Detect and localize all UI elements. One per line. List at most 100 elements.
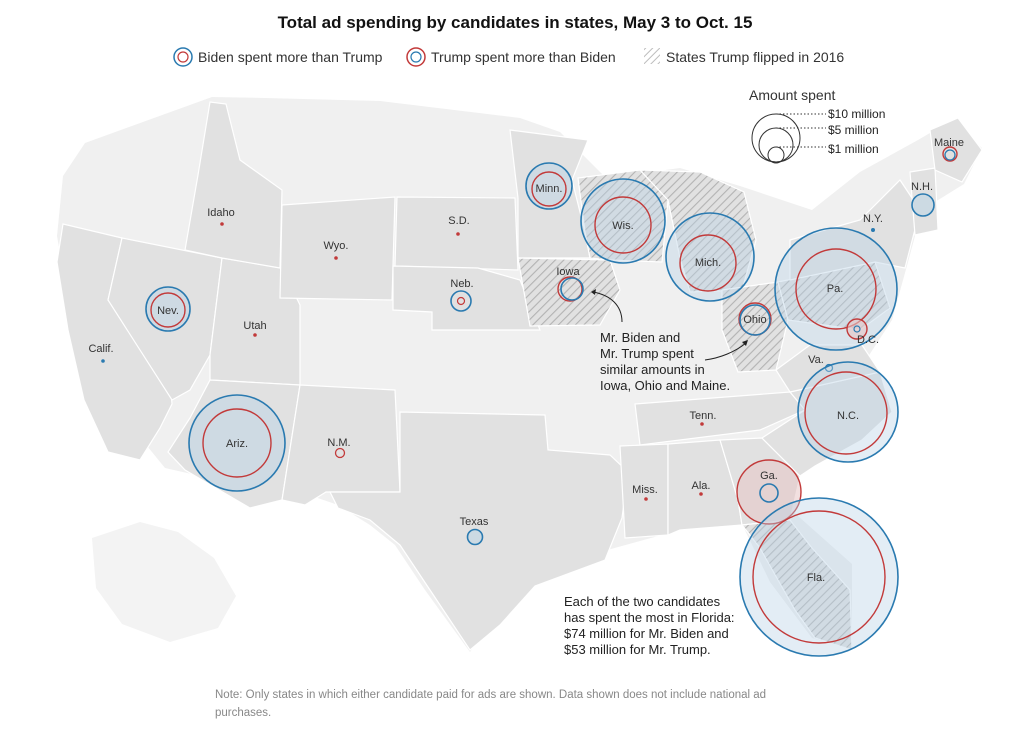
label-ala: Ala. <box>692 480 711 492</box>
legend-trump: Trump spent more than Biden <box>406 47 616 67</box>
annotation-florida-line-4: $53 million for Mr. Trump. <box>564 642 711 657</box>
size-legend: Amount spent $10 million $5 million $1 m… <box>749 87 885 164</box>
label-tenn: Tenn. <box>690 410 717 422</box>
label-ohio: Ohio <box>743 314 766 326</box>
bubble-nev-biden <box>145 286 191 332</box>
alaska-shape <box>92 522 236 642</box>
bubble-nev-trump <box>150 292 186 328</box>
footnote: Note: Only states in which either candid… <box>215 689 766 719</box>
bubble-maine-trump <box>942 146 958 162</box>
state-idaho <box>184 101 283 269</box>
bubble-mich-trump <box>679 234 737 292</box>
size-10m-label: $10 million <box>828 107 885 121</box>
label-pa: Pa. <box>827 283 844 295</box>
bubble-fla-biden <box>739 497 899 657</box>
label-sd: S.D. <box>448 215 469 227</box>
bubble-nc-trump <box>804 371 888 455</box>
bubble-fla-trump <box>752 510 886 644</box>
bubble-texas-biden <box>466 528 484 546</box>
spending-bubbles <box>101 146 958 657</box>
state-labels: Calif. Nev. Utah Ariz. Idaho Wyo. N.M. S… <box>88 137 964 584</box>
state-neb <box>392 265 541 331</box>
legend-trump-inner-icon <box>410 51 422 63</box>
state-nm <box>281 384 401 506</box>
bubble-neb-biden <box>450 290 472 312</box>
label-ny: N.Y. <box>863 213 883 225</box>
annotation-similar-leader-iowa <box>592 291 623 323</box>
footnote-line-2: purchases. <box>215 707 271 719</box>
legend-flipped: States Trump flipped in 2016 <box>644 48 844 65</box>
bubble-minn-trump <box>531 171 567 207</box>
state-iowa <box>517 257 621 327</box>
bubble-wis-biden <box>580 178 666 264</box>
legend-hatch-swatch <box>644 48 660 64</box>
bubble-pa-biden <box>774 227 898 351</box>
dot-tenn <box>700 422 704 426</box>
size-10m-circle <box>751 113 801 163</box>
bubble-ohio-biden <box>739 304 771 336</box>
size-5m-circle <box>758 127 794 163</box>
state-tenn <box>634 391 806 446</box>
footnote-line-1: Note: Only states in which either candid… <box>215 689 766 701</box>
legend-trump-label: Trump spent more than Biden <box>431 49 616 65</box>
annotation-similar-line-4: Iowa, Ohio and Maine. <box>600 378 730 393</box>
dot-ala <box>699 492 703 496</box>
annotation-similar-line-1: Mr. Biden and <box>600 330 680 345</box>
label-maine: Maine <box>934 137 964 149</box>
label-nc: N.C. <box>837 410 859 422</box>
label-iowa: Iowa <box>556 266 580 278</box>
label-wyo: Wyo. <box>324 240 349 252</box>
annotation-similar-arrow-iowa <box>591 289 596 295</box>
annotation-similar-arrow-ohio <box>742 340 748 346</box>
annotation-florida-line-2: has spent the most in Florida: <box>564 610 735 625</box>
dot-ny <box>871 228 875 232</box>
bubble-dc-trump <box>846 318 868 340</box>
label-ariz: Ariz. <box>226 438 248 450</box>
us-map <box>56 97 983 652</box>
label-neb: Neb. <box>450 278 473 290</box>
label-wis: Wis. <box>612 220 633 232</box>
bubble-dc-biden <box>853 325 861 333</box>
bubble-nh-biden <box>911 193 935 217</box>
legend-trump-outer-icon <box>406 47 426 67</box>
annotation-florida-line-3: $74 million for Mr. Biden and <box>564 626 729 641</box>
bubble-iowa-trump <box>557 276 583 302</box>
size-legend-title: Amount spent <box>749 87 835 103</box>
bubble-wis-trump <box>594 196 652 254</box>
dot-miss <box>644 497 648 501</box>
annotation-florida-line-1: Each of the two candidates <box>564 594 721 609</box>
state-fla <box>740 519 853 651</box>
label-miss: Miss. <box>632 484 658 496</box>
bubble-maine-biden <box>944 149 956 161</box>
state-nc <box>761 371 893 477</box>
bubble-nm-trump <box>334 447 346 459</box>
bubble-neb-trump <box>456 296 466 306</box>
state-va <box>775 344 881 393</box>
bubble-ga-biden <box>759 483 779 503</box>
annotation-similar-line-2: Mr. Trump spent <box>600 346 694 361</box>
label-idaho: Idaho <box>207 207 235 219</box>
chart-title: Total ad spending by candidates in state… <box>278 13 753 32</box>
bubble-nc-biden <box>797 361 899 463</box>
annotation-similar: Mr. Biden and Mr. Trump spent similar am… <box>591 289 748 393</box>
label-calif: Calif. <box>88 343 113 355</box>
label-va: Va. <box>808 354 824 366</box>
legend-flipped-label: States Trump flipped in 2016 <box>666 49 844 65</box>
legend-biden: Biden spent more than Trump <box>173 47 383 67</box>
legend-biden-inner-icon <box>177 51 189 63</box>
size-1m-label: $1 million <box>828 142 879 156</box>
legend-biden-outer-icon <box>173 47 193 67</box>
label-minn: Minn. <box>536 183 563 195</box>
size-1m-circle <box>767 146 785 164</box>
bubble-iowa-biden <box>560 277 584 301</box>
annotation-florida: Each of the two candidates has spent the… <box>564 594 735 657</box>
legend-biden-label: Biden spent more than Trump <box>198 49 383 65</box>
bubble-pa-trump <box>795 248 877 330</box>
dot-calif <box>101 359 105 363</box>
label-fla: Fla. <box>807 572 825 584</box>
label-mich: Mich. <box>695 257 721 269</box>
size-5m-label: $5 million <box>828 123 879 137</box>
label-nev: Nev. <box>157 305 179 317</box>
